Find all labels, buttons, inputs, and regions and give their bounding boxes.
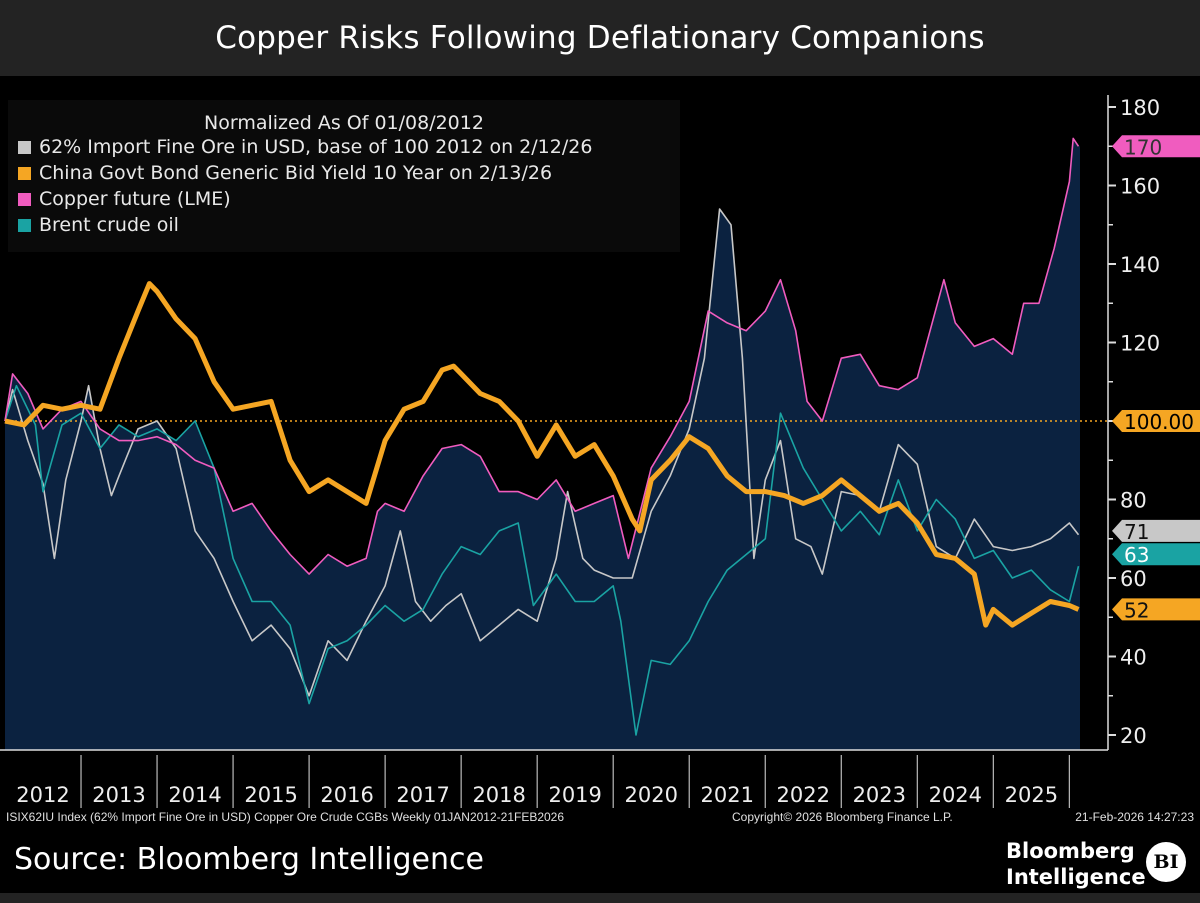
y-tick-label-60: 60 — [1120, 567, 1147, 591]
footer-timestamp: 21-Feb-2026 14:27:23 — [1075, 810, 1194, 824]
legend-label: China Govt Bond Generic Bid Yield 10 Yea… — [39, 162, 553, 184]
legend: Normalized As Of 01/08/2012 62% Import F… — [8, 100, 680, 252]
x-tick-label-2012: 2012 — [16, 783, 69, 807]
series-2-last-tag-label: 170 — [1124, 135, 1162, 159]
y-tick-label-80: 80 — [1120, 489, 1147, 513]
plot-area-fill — [5, 138, 1080, 750]
legend-swatch — [18, 166, 31, 180]
series-0-last-tag — [1112, 519, 1200, 542]
x-tick-label-2015: 2015 — [244, 783, 297, 807]
x-tick-label-2018: 2018 — [472, 783, 525, 807]
x-tick-label-2014: 2014 — [168, 783, 221, 807]
brand-line-1: Bloomberg — [1006, 839, 1135, 863]
legend-item: China Govt Bond Generic Bid Yield 10 Yea… — [18, 160, 680, 186]
y-tick-label-160: 160 — [1120, 175, 1160, 199]
legend-item: Copper future (LME) — [18, 186, 680, 212]
reference-tag — [1112, 410, 1200, 432]
series-1-last-tag-label: 52 — [1124, 598, 1149, 622]
legend-title: Normalized As Of 01/08/2012 — [204, 112, 484, 134]
legend-item: 62% Import Fine Ore in USD, base of 100 … — [18, 134, 680, 160]
legend-item: Brent crude oil — [18, 212, 680, 238]
chart-title: Copper Risks Following Deflationary Comp… — [215, 20, 985, 56]
x-tick-label-2021: 2021 — [701, 783, 754, 807]
title-bar: Copper Risks Following Deflationary Comp… — [0, 0, 1200, 76]
y-tick-label-140: 140 — [1120, 253, 1160, 277]
series-0-last-tag-label: 71 — [1124, 520, 1149, 544]
series-3-last-tag — [1112, 543, 1200, 566]
y-tick-label-20: 20 — [1120, 724, 1147, 748]
legend-label: Brent crude oil — [39, 214, 179, 236]
footer-info: ISIX62IU Index (62% Import Fine Ore in U… — [6, 810, 565, 824]
x-tick-label-2016: 2016 — [320, 783, 373, 807]
brand-name: Bloomberg Intelligence — [1006, 838, 1146, 890]
bottom-strip — [0, 893, 1200, 903]
x-tick-label-2025: 2025 — [1005, 783, 1058, 807]
reference-tag-label: 100.00 — [1124, 410, 1194, 434]
bi-logo-icon: BI — [1146, 842, 1186, 882]
x-tick-label-2017: 2017 — [396, 783, 449, 807]
y-tick-label-40: 40 — [1120, 646, 1147, 670]
legend-label: 62% Import Fine Ore in USD, base of 100 … — [39, 136, 593, 158]
legend-label: Copper future (LME) — [39, 188, 231, 210]
series-1-last-tag — [1112, 598, 1200, 621]
legend-swatch — [18, 140, 31, 154]
series-line-2 — [4, 137, 1080, 575]
series-line-3 — [4, 384, 1080, 736]
x-tick-label-2019: 2019 — [548, 783, 601, 807]
footer-copyright: Copyright© 2026 Bloomberg Finance L.P. — [732, 810, 953, 824]
x-tick-label-2013: 2013 — [92, 783, 145, 807]
x-tick-label-2022: 2022 — [777, 783, 830, 807]
x-tick-label-2023: 2023 — [853, 783, 906, 807]
legend-swatch — [18, 192, 31, 206]
x-tick-label-2024: 2024 — [929, 783, 982, 807]
source-text: Source: Bloomberg Intelligence — [14, 842, 484, 877]
y-tick-label-180: 180 — [1120, 96, 1160, 120]
x-tick-label-2020: 2020 — [624, 783, 677, 807]
series-line-1 — [4, 281, 1080, 628]
series-2-last-tag — [1112, 135, 1200, 158]
y-tick-label-120: 120 — [1120, 332, 1160, 356]
series-3-last-tag-label: 63 — [1124, 543, 1149, 567]
legend-swatch — [18, 218, 31, 232]
brand-line-2: Intelligence — [1006, 865, 1146, 889]
